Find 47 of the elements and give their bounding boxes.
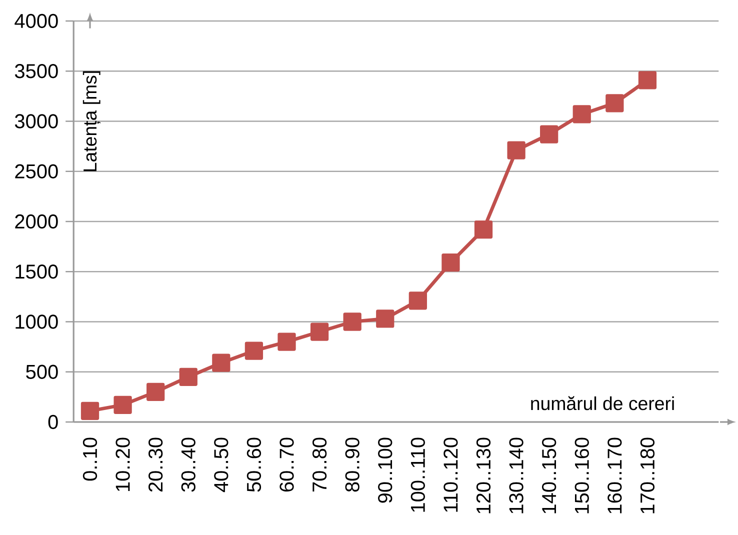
- x-tick-label: 10..20: [116, 438, 130, 492]
- y-tick-label: 3500: [14, 64, 58, 78]
- x-tick-label: 50..60: [246, 438, 262, 492]
- y-tick-label: 4000: [14, 14, 58, 28]
- point: [114, 396, 132, 414]
- point: [376, 310, 394, 328]
- x-tick-label: 110..120: [444, 438, 458, 512]
- x-tick-label: 0..10: [82, 438, 98, 481]
- y-tick-label: 500: [26, 364, 58, 379]
- x-tick-label: 90..100: [378, 438, 392, 503]
- y-tick-label: 0: [48, 414, 58, 430]
- point: [606, 94, 624, 112]
- y-axis-title: Latența [ms]: [82, 71, 100, 172]
- x-tick-label: 140..150: [542, 438, 556, 514]
- x-tick-label: 170..180: [640, 438, 655, 514]
- point: [638, 71, 657, 90]
- point: [212, 354, 230, 372]
- x-tick-label: 80..90: [345, 438, 360, 492]
- x-tick-label: 120..130: [476, 438, 491, 514]
- point: [408, 292, 427, 310]
- point: [146, 382, 165, 401]
- y-tick-label: 1500: [16, 264, 58, 279]
- point: [442, 254, 460, 272]
- x-tick-label: 30..40: [181, 438, 196, 492]
- point: [278, 332, 296, 351]
- x-tick-label: 20..30: [148, 438, 163, 492]
- point: [80, 402, 100, 420]
- point: [474, 220, 493, 239]
- x-tick-label: 130..140: [509, 438, 524, 514]
- y-tick-label: 2000: [15, 214, 58, 229]
- point: [310, 322, 329, 341]
- x-tick-label: 100..110: [410, 438, 425, 512]
- point: [507, 141, 526, 160]
- x-axis-title: numărul de cereri: [531, 396, 674, 410]
- y-tick-label: 1000: [16, 314, 58, 329]
- point: [343, 312, 362, 331]
- x-tick-label: 70..80: [312, 438, 327, 492]
- x-tick-label: 160..170: [608, 438, 622, 514]
- y-tick-label: 3000: [14, 114, 58, 128]
- x-tick-label: 60..70: [280, 438, 294, 492]
- x-tick-label: 40..50: [214, 438, 228, 492]
- y-tick-label: 2500: [15, 164, 58, 178]
- point: [244, 342, 264, 360]
- point: [540, 125, 558, 144]
- point: [179, 368, 198, 386]
- x-tick-label: 150..160: [574, 438, 589, 514]
- point: [572, 105, 591, 124]
